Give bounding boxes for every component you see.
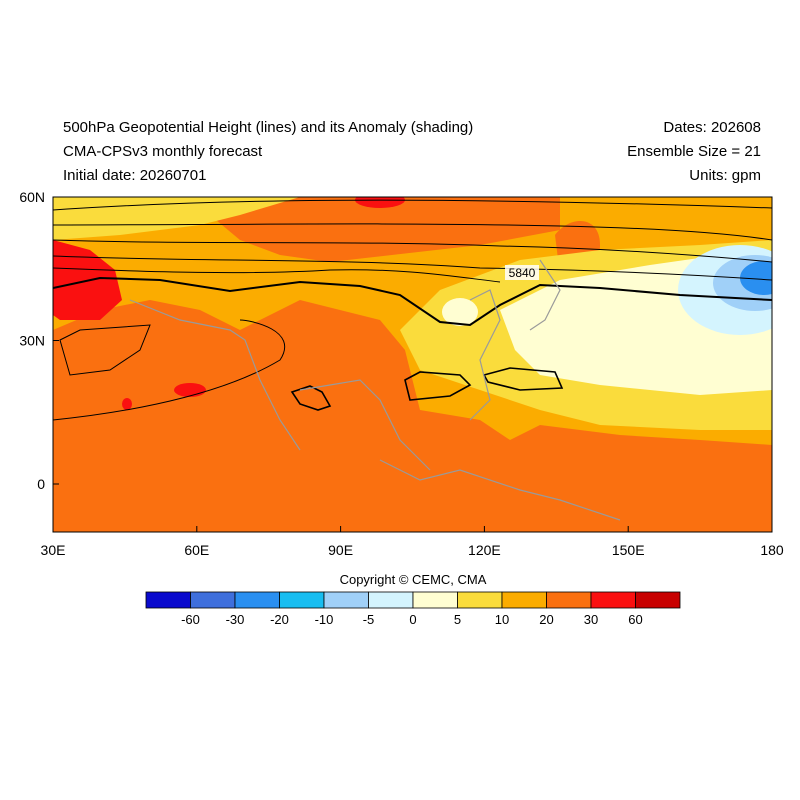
initial-date: Initial date: 20260701 [63, 167, 206, 184]
colorbar-box [412, 591, 458, 609]
lat-label: 30N [19, 333, 45, 349]
ensemble: Ensemble Size = 21 [627, 143, 761, 160]
colorbar-box [546, 591, 592, 609]
model: CMA-CPSv3 monthly forecast [63, 143, 263, 160]
colorbar-box [279, 591, 325, 609]
colorbar-box [368, 591, 414, 609]
colorbar-label: -60 [181, 612, 200, 627]
copyright: Copyright © CEMC, CMA [340, 572, 487, 587]
map-frame [52, 196, 773, 533]
lon-label: 180 [760, 542, 784, 558]
title: 500hPa Geopotential Height (lines) and i… [63, 119, 473, 136]
colorbar-box [501, 591, 547, 609]
colorbar-label: 5 [454, 612, 461, 627]
colorbar-label: -10 [315, 612, 334, 627]
lat-label: 60N [19, 189, 45, 205]
colorbar-label: 60 [628, 612, 642, 627]
colorbar-label: -20 [270, 612, 289, 627]
lat-label: 0 [37, 476, 45, 492]
colorbar-label: 0 [409, 612, 416, 627]
contour-label: 5840 [509, 266, 536, 280]
ticks: 60N 30N 0 30E 60E 90E 120E 150E 180 [19, 189, 784, 558]
units: Units: gpm [689, 167, 761, 184]
colorbar-label: -30 [226, 612, 245, 627]
lon-label: 30E [41, 542, 66, 558]
colorbar-box [457, 591, 503, 609]
colorbar-box [190, 591, 236, 609]
map: 5840 [53, 197, 772, 532]
colorbar-label: 10 [495, 612, 509, 627]
colorbar: -60 -30 -20 -10 -5 0 5 10 20 30 60 [145, 591, 681, 627]
colorbar-box [323, 591, 369, 609]
lon-label: 150E [612, 542, 645, 558]
lon-label: 90E [328, 542, 353, 558]
dates: Dates: 202608 [663, 119, 761, 136]
colorbar-box [635, 591, 681, 609]
colorbar-label: 30 [584, 612, 598, 627]
lon-label: 60E [184, 542, 209, 558]
colorbar-label: 20 [539, 612, 553, 627]
colorbar-box [234, 591, 280, 609]
colorbar-label: -5 [363, 612, 375, 627]
colorbar-box [145, 591, 191, 609]
lon-label: 120E [468, 542, 501, 558]
colorbar-box [590, 591, 636, 609]
